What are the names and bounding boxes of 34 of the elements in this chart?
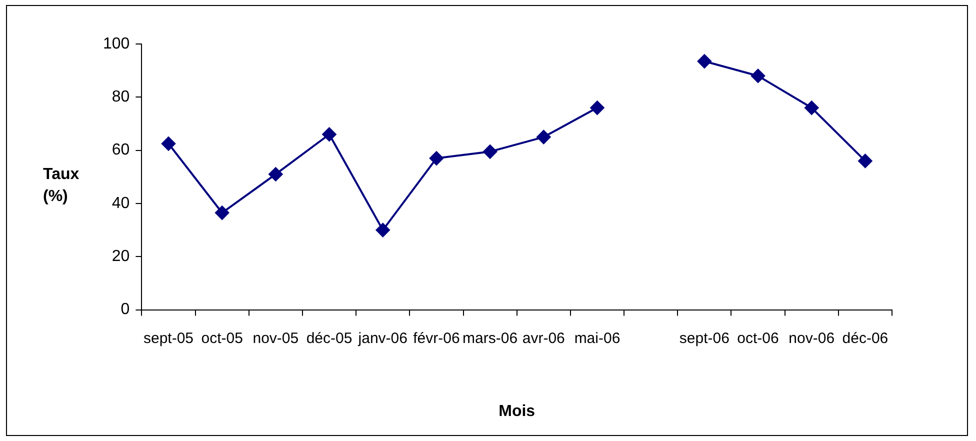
- x-tick-label: déc-06: [842, 330, 888, 347]
- x-tick-label: mai-06: [574, 330, 620, 347]
- point: [322, 127, 336, 142]
- y-tick-label: 40: [112, 194, 130, 212]
- x-tick-label: nov-06: [788, 330, 835, 347]
- point: [751, 68, 766, 83]
- x-tick-label: déc-05: [306, 330, 352, 347]
- point: [858, 154, 872, 168]
- x-tick-label: oct-05: [201, 330, 243, 347]
- point: [376, 223, 390, 238]
- point: [804, 100, 819, 115]
- y-axis-title: Taux (%): [43, 165, 80, 207]
- x-tick-label: mars-06: [462, 330, 518, 347]
- x-tick-label: févr-06: [413, 330, 460, 347]
- point: [697, 54, 712, 68]
- point: [536, 130, 551, 144]
- point: [483, 144, 498, 159]
- point: [590, 100, 604, 115]
- y-tick-label: 60: [112, 142, 130, 159]
- x-tick-label: janv-06: [357, 330, 408, 347]
- x-tick-label: nov-05: [252, 330, 299, 347]
- y-tick-label: 100: [102, 35, 130, 52]
- point: [161, 136, 176, 151]
- x-tick-label: avr-06: [522, 330, 565, 347]
- point: [268, 167, 283, 182]
- x-tick-label: oct-06: [737, 330, 779, 347]
- point: [215, 206, 230, 220]
- x-axis-title: Mois: [498, 402, 536, 420]
- point: [429, 151, 444, 166]
- x-tick-label: sept-05: [143, 330, 194, 347]
- x-tick-label: sept-06: [679, 330, 730, 347]
- y-tick-label: 20: [112, 248, 130, 266]
- y-tick-label: 80: [112, 88, 130, 106]
- y-tick-label: 0: [120, 301, 130, 318]
